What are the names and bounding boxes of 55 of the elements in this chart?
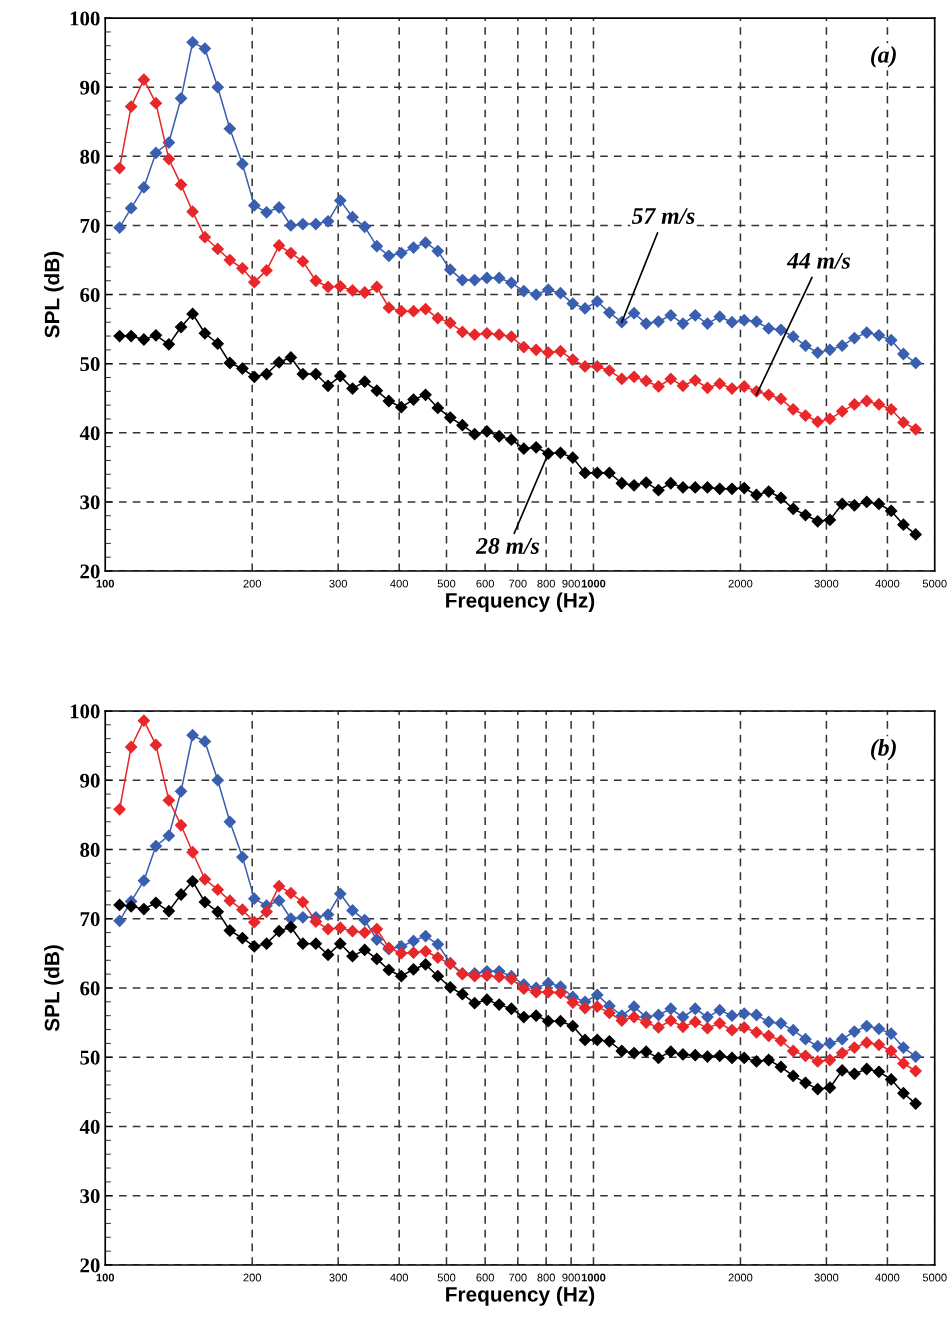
annotation: (a) (871, 46, 896, 68)
y-tick-label: 20 (80, 1258, 100, 1273)
x-tick-label: 100 (96, 1273, 115, 1282)
x-tick-label: 400 (390, 579, 409, 588)
y-tick-label: 80 (80, 149, 100, 164)
x-tick-label: 3000 (814, 1273, 839, 1282)
x-tick-label: 600 (476, 579, 494, 588)
x-tick-label: 4000 (875, 579, 900, 588)
y-tick-label: 20 (80, 564, 100, 579)
annotation: 57 m/s (631, 208, 695, 224)
y-tick-label: 60 (80, 287, 100, 302)
x-tick-label: 100 (96, 579, 115, 588)
y-tick-label: 90 (80, 80, 100, 95)
x-tick-label: 1000 (581, 1273, 606, 1282)
y-tick-label: 50 (80, 1050, 100, 1065)
x-tick-label: 300 (329, 579, 348, 588)
x-axis-title: Frequency (Hz) (446, 1286, 595, 1306)
y-tick-label: 30 (80, 495, 100, 510)
x-tick-label: 400 (390, 1273, 409, 1282)
x-tick-label: 800 (537, 579, 555, 588)
y-tick-label: 100 (70, 11, 100, 26)
x-tick-label: 900 (562, 1273, 580, 1282)
x-tick-label: 700 (509, 1273, 527, 1282)
x-tick-label: 600 (476, 1273, 494, 1282)
x-tick-label: 900 (562, 579, 580, 588)
annotation: 44 m/s (786, 252, 851, 269)
y-tick-label: 50 (80, 357, 100, 372)
x-tick-label: 4000 (875, 1273, 900, 1282)
y-tick-label: 60 (80, 981, 100, 996)
x-axis-title: Frequency (Hz) (446, 592, 595, 612)
x-tick-label: 2000 (728, 1273, 753, 1282)
y-axis-title: SPL (dB) (44, 945, 64, 1032)
x-tick-label: 200 (243, 579, 262, 588)
x-tick-label: 800 (537, 1273, 555, 1282)
annotation: (b) (871, 739, 896, 761)
y-tick-label: 70 (80, 912, 100, 927)
x-tick-label: 5000 (922, 579, 947, 588)
x-tick-label: 3000 (814, 579, 839, 588)
x-tick-label: 300 (329, 1273, 348, 1282)
y-tick-label: 90 (80, 773, 100, 788)
y-axis-title: SPL (dB) (44, 251, 64, 338)
x-tick-label: 700 (509, 579, 527, 588)
x-tick-label: 200 (243, 1273, 262, 1282)
y-tick-label: 40 (79, 426, 100, 441)
x-tick-label: 1000 (581, 579, 606, 588)
x-tick-label: 500 (437, 579, 456, 588)
y-tick-label: 70 (80, 218, 100, 233)
y-tick-label: 80 (80, 842, 100, 857)
y-tick-label: 100 (70, 704, 100, 719)
y-tick-label: 30 (80, 1189, 100, 1204)
annotation: 28 m/s (475, 537, 540, 554)
x-tick-label: 500 (437, 1273, 456, 1282)
x-tick-label: 2000 (728, 579, 753, 588)
x-tick-label: 5000 (922, 1273, 947, 1282)
y-tick-label: 40 (79, 1119, 100, 1134)
